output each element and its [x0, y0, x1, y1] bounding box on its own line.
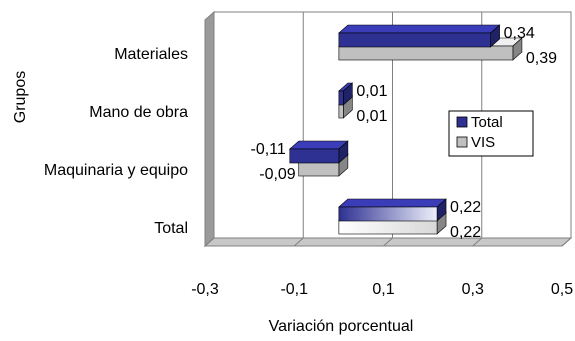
bar-total [338, 82, 354, 106]
bar-total [338, 198, 447, 222]
gridline-floor [561, 237, 572, 247]
data-label: 0,39 [526, 50, 557, 67]
gridline-floor [383, 237, 393, 247]
x-tick-label: -0,1 [280, 281, 308, 298]
category-label: Mano de obra [89, 104, 188, 121]
legend-swatch-vis [456, 136, 468, 148]
bar-total [338, 24, 501, 48]
legend: Total VIS [448, 110, 534, 157]
data-label: 0,22 [450, 224, 481, 241]
x-tick-label: 0,1 [372, 281, 394, 298]
gridline-floor [293, 237, 304, 247]
x-axis-title: Variación porcentual [269, 318, 414, 335]
category-label: Materiales [114, 46, 188, 63]
x-tick-label: 0,3 [462, 281, 484, 298]
gridline-floor [204, 237, 215, 247]
category-label: Maquinaria y equipo [44, 162, 188, 179]
category-label: Total [154, 220, 188, 237]
x-tick-label: 0,5 [551, 281, 573, 298]
data-label: -0,09 [259, 166, 296, 183]
side-wall [204, 10, 215, 248]
data-label: -0,11 [251, 141, 286, 158]
legend-swatch-total [456, 116, 468, 128]
data-labels: 0,34 0,39 0,01 0,01 -0,11 -0,09 0,22 0,22 [251, 25, 558, 241]
data-label: 0,01 [356, 108, 387, 125]
bar-total [288, 140, 349, 164]
x-tick-label: -0,3 [191, 281, 219, 298]
y-axis-title: Grupos [12, 71, 29, 123]
bars [288, 24, 523, 235]
legend-label-vis: VIS [471, 134, 495, 151]
category-labels: Materiales Mano de obra Maquinaria y equip… [44, 46, 188, 237]
data-label: 0,01 [356, 83, 387, 100]
x-tick-labels: -0,3 -0,1 0,1 0,3 0,5 [191, 281, 573, 298]
data-label: 0,22 [450, 199, 481, 216]
gridline-floor [472, 237, 483, 247]
legend-label-total: Total [471, 114, 503, 131]
data-label: 0,34 [504, 25, 535, 42]
